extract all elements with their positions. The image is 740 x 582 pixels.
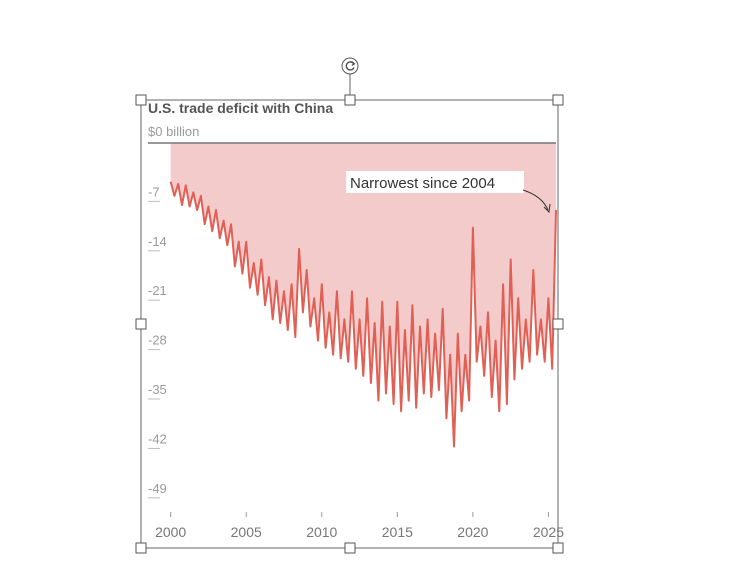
y-tick-label: -42 — [148, 431, 167, 446]
y-axis: -7 -14 -21 -28 -35 -42 -49 — [148, 184, 167, 499]
resize-handle-top[interactable] — [344, 94, 356, 106]
y-tick-label: -21 — [148, 283, 167, 298]
annotation-label: Narrowest since 2004 — [350, 175, 495, 192]
annotation-arrow-head — [543, 203, 551, 214]
resize-handle-bottom[interactable] — [344, 542, 356, 554]
resize-handle-top-right[interactable] — [552, 94, 564, 106]
resize-handle-bottom-right[interactable] — [552, 542, 564, 554]
x-axis: 2000 2005 2010 2015 2020 2025 — [155, 512, 564, 540]
rotate-icon[interactable] — [341, 57, 359, 75]
y-tick-label: -49 — [148, 481, 167, 496]
y-tick-label: -28 — [148, 333, 167, 348]
y-tick-label: -14 — [148, 234, 167, 249]
annotation-arrow-line — [522, 189, 549, 211]
resize-handle-right[interactable] — [552, 318, 564, 330]
resize-handle-left[interactable] — [135, 318, 147, 330]
x-tick-label: 2000 — [155, 524, 186, 540]
resize-handle-top-left[interactable] — [135, 94, 147, 106]
resize-handle-bottom-left[interactable] — [135, 542, 147, 554]
x-tick-label: 2020 — [457, 524, 488, 540]
deficit-series-line — [169, 181, 557, 448]
annotation-background — [346, 171, 524, 193]
line-layer — [169, 181, 557, 448]
y-tick-label: -35 — [148, 382, 167, 397]
chart-title: U.S. trade deficit with China — [148, 100, 333, 116]
x-tick-label: 2005 — [231, 524, 262, 540]
zero-label: $0 billion — [148, 124, 199, 139]
x-tick-label: 2010 — [306, 524, 337, 540]
x-tick-label: 2015 — [382, 524, 413, 540]
y-tick-label: -7 — [148, 184, 160, 199]
x-tick-label: 2025 — [533, 524, 564, 540]
